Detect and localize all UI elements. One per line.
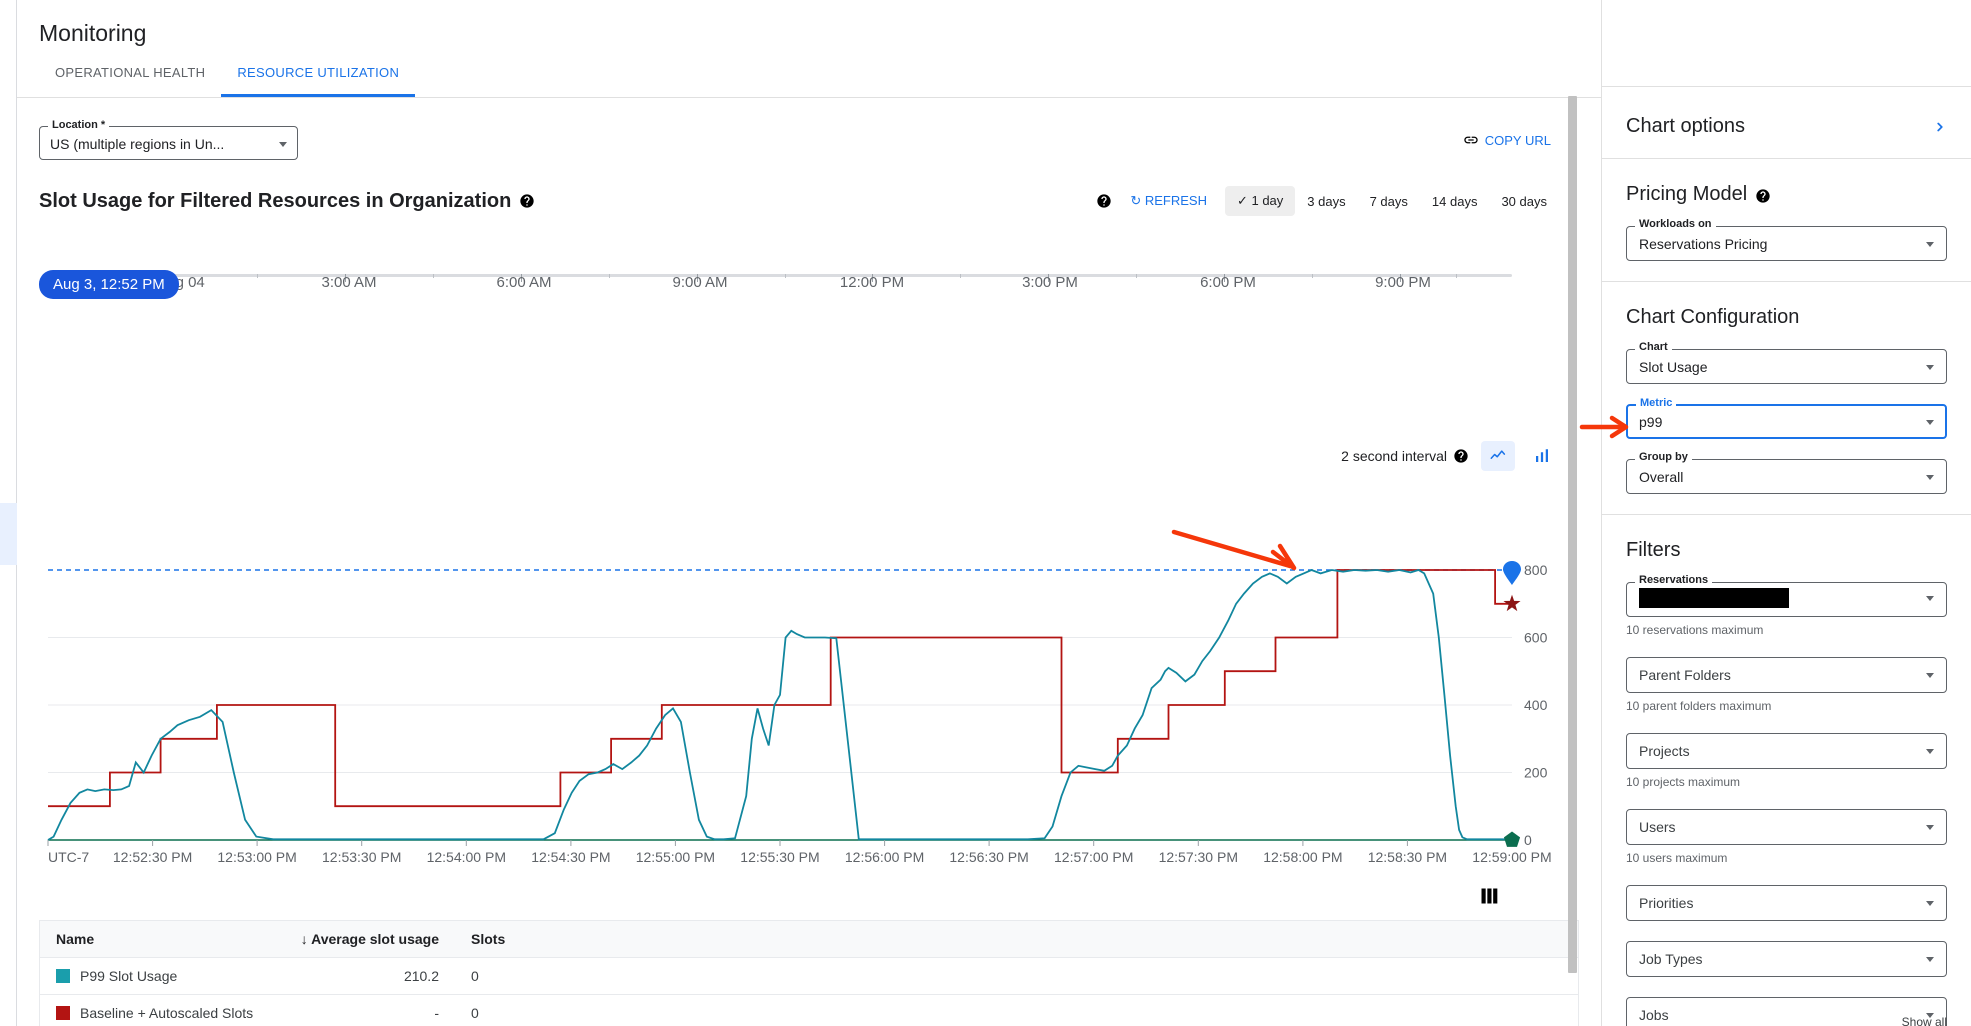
svg-text:200: 200 (1524, 765, 1548, 781)
svg-text:UTC-7: UTC-7 (48, 849, 89, 865)
svg-text:400: 400 (1524, 697, 1548, 713)
svg-text:12:59:00 PM: 12:59:00 PM (1472, 849, 1551, 865)
svg-text:12:53:30 PM: 12:53:30 PM (322, 849, 401, 865)
svg-text:12:56:30 PM: 12:56:30 PM (949, 849, 1028, 865)
svg-text:12:58:30 PM: 12:58:30 PM (1368, 849, 1447, 865)
svg-text:0: 0 (1524, 832, 1532, 848)
svg-text:12:52:30 PM: 12:52:30 PM (113, 849, 192, 865)
svg-text:12:57:30 PM: 12:57:30 PM (1159, 849, 1238, 865)
svg-text:12:57:00 PM: 12:57:00 PM (1054, 849, 1133, 865)
svg-text:12:55:30 PM: 12:55:30 PM (740, 849, 819, 865)
svg-text:800: 800 (1524, 562, 1548, 578)
svg-text:12:53:00 PM: 12:53:00 PM (217, 849, 296, 865)
svg-text:12:54:30 PM: 12:54:30 PM (531, 849, 610, 865)
svg-text:600: 600 (1524, 630, 1548, 646)
svg-text:12:55:00 PM: 12:55:00 PM (636, 849, 715, 865)
svg-text:12:54:00 PM: 12:54:00 PM (427, 849, 506, 865)
svg-text:12:58:00 PM: 12:58:00 PM (1263, 849, 1342, 865)
svg-text:12:56:00 PM: 12:56:00 PM (845, 849, 924, 865)
